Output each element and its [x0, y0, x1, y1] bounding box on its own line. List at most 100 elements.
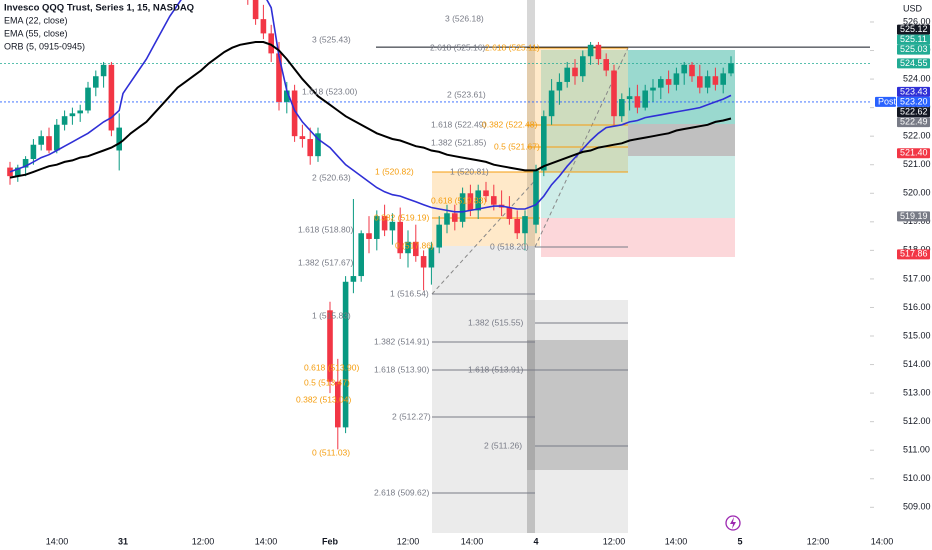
candle-body [374, 216, 380, 239]
candle-body [307, 139, 313, 157]
x-tick-label: Feb [322, 536, 339, 546]
trend-line [431, 174, 541, 295]
x-tick-label: 12:00 [192, 536, 215, 546]
price-badge [897, 58, 930, 69]
candle-body [665, 79, 672, 85]
candle-body [689, 64, 695, 77]
fib-label: 0.382 (513.04) [296, 394, 351, 404]
fib-label: 2 (520.63) [312, 172, 351, 182]
candle-body [681, 64, 687, 74]
fib-label: 0.618 (519.83) [431, 195, 486, 205]
y-tick-label: 526.00 [903, 16, 931, 26]
y-tick-label: 510.00 [903, 473, 931, 483]
price-badge-label: 522.62 [900, 107, 928, 117]
candle-body [299, 136, 306, 140]
candle-body [720, 73, 726, 85]
candle-body [603, 59, 609, 71]
fib-label: 3 (525.43) [312, 34, 351, 44]
zone [527, 340, 628, 470]
ema-line [9, 41, 732, 179]
fib-label: 0.382 (519.19) [374, 212, 429, 222]
price-badge-label: 525.12 [900, 24, 928, 34]
candle-body [436, 224, 442, 248]
x-tick-label: 14:00 [255, 536, 278, 546]
target-zone [541, 50, 735, 218]
candle-body [54, 124, 60, 151]
price-badge-label: 523.43 [900, 86, 928, 96]
candle-body [587, 44, 594, 57]
candle-body [673, 73, 680, 85]
candle-body [491, 196, 497, 205]
candle-body [611, 70, 617, 117]
price-badge [897, 117, 930, 128]
price-badge-label: 525.11 [900, 34, 927, 44]
candle-body [389, 221, 396, 231]
fib-label: 1.618 (513.91) [468, 364, 523, 374]
candle-body [658, 79, 664, 88]
target-zone [628, 50, 735, 124]
y-tick-label: 521.00 [903, 159, 931, 169]
fib-label: 0.5 (521.67) [494, 141, 540, 151]
candle-body [61, 116, 68, 125]
y-tick-label: 520.00 [903, 188, 931, 198]
fib-label: 0.382 (522.48) [482, 119, 537, 129]
y-tick-label: 511.00 [903, 445, 930, 455]
candle-body [108, 64, 115, 131]
price-badge [897, 34, 930, 45]
candle-body [15, 167, 21, 177]
candle-body [514, 218, 520, 234]
y-tick-label: 524.00 [903, 73, 931, 83]
fib-label: 0 (517.86) [395, 240, 434, 250]
fib-label: 1 (515.83) [312, 310, 351, 320]
legend-entry: ORB (5, 0915-0945) [4, 41, 85, 51]
price-badge-label: 524.55 [900, 58, 928, 68]
overlay: 3 (526.18)3 (525.43)2.618 (525.16) 2.618 … [296, 13, 540, 497]
chart-title: Invesco QQQ Trust, Series 1, 15, NASDAQ [4, 3, 194, 14]
candle-body [642, 90, 648, 108]
price-badge-label: 517.86 [900, 249, 928, 259]
candle-body [381, 216, 388, 231]
fib-label: 1 (520.82) [375, 166, 414, 176]
candle-body [268, 33, 274, 54]
candle-body [712, 76, 719, 85]
fib-label: 2.618 (509.62) [374, 487, 429, 497]
candle-body [522, 216, 528, 234]
candle-body [350, 276, 357, 282]
candle-body [116, 127, 122, 151]
y-tick-label: 516.00 [903, 302, 931, 312]
fib-label: 2 (512.27) [392, 411, 431, 421]
price-badge [897, 249, 930, 260]
candle-body [595, 44, 602, 60]
y-tick-label: 517.00 [903, 273, 931, 283]
fib-label: 2 (511.26) [484, 440, 522, 450]
candle-body [420, 256, 427, 268]
x-tick-label: 4 [533, 536, 538, 546]
candle-body [405, 241, 411, 254]
fib-label: 1.618 (513.90) [374, 364, 429, 374]
fib-label: 1.382 (514.91) [374, 336, 429, 346]
candle-body [284, 90, 290, 102]
candle-body [506, 207, 513, 219]
ema-line [9, 0, 732, 213]
stop-zone [541, 218, 735, 257]
drawings [431, 0, 735, 533]
candle-body [366, 233, 372, 239]
fib-label: 2 (523.61) [447, 89, 486, 99]
candle-body [444, 213, 450, 225]
price-badge [897, 211, 930, 222]
candle-body [276, 53, 282, 102]
fib-label: 1 (516.54) [390, 288, 429, 298]
candle-body [342, 281, 349, 428]
alert-icon[interactable] [725, 515, 741, 531]
badge-prefix-bg [875, 96, 896, 107]
x-tick-label: 14:00 [46, 536, 69, 546]
zone [527, 300, 628, 533]
x-tick-label: 14:00 [461, 536, 484, 546]
candle-body [77, 110, 83, 114]
candle-body [252, 0, 259, 20]
candle-body [22, 159, 29, 168]
x-tick-label: 12:00 [397, 536, 420, 546]
fib-label: 2.618 (525.16) [430, 42, 485, 52]
candle-body [93, 76, 99, 88]
candle-body [315, 133, 321, 157]
